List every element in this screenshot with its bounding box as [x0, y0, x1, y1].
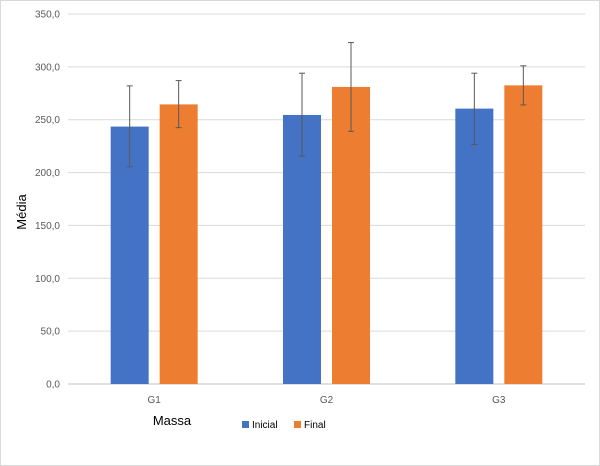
bar [159, 104, 198, 384]
y-tick-label: 150,0 [35, 221, 60, 232]
y-axis-title: Média [14, 194, 29, 230]
x-tick-label: G1 [147, 395, 161, 406]
tick-labels: 0,0 50,0 100,0 150,0 200,0 250,0 300,0 350,0 G1 G… [35, 10, 506, 407]
y-tick-label: 50,0 [41, 327, 61, 338]
bar [504, 85, 543, 384]
y-tick-label: 350,0 [35, 10, 60, 21]
legend-swatch-inicial [242, 421, 249, 428]
bar [332, 86, 370, 384]
y-tick-label: 100,0 [35, 274, 60, 285]
x-axis-title: Massa [153, 413, 192, 428]
y-tick-label: 300,0 [35, 62, 60, 73]
bar [455, 108, 494, 384]
x-tick-label: G2 [320, 395, 334, 406]
legend-label-inicial: Inicial [252, 420, 278, 431]
y-tick-label: 200,0 [35, 168, 60, 179]
legend: Inicial Final [242, 420, 326, 431]
x-tick-label: G3 [492, 395, 506, 406]
bars [110, 85, 543, 384]
y-tick-label: 0,0 [46, 380, 60, 391]
gridlines [68, 13, 585, 385]
error-bars [126, 42, 527, 168]
bar [110, 126, 149, 384]
legend-label-final: Final [304, 420, 326, 431]
y-tick-label: 250,0 [35, 115, 60, 126]
bar [283, 114, 321, 384]
legend-swatch-final [294, 421, 301, 428]
